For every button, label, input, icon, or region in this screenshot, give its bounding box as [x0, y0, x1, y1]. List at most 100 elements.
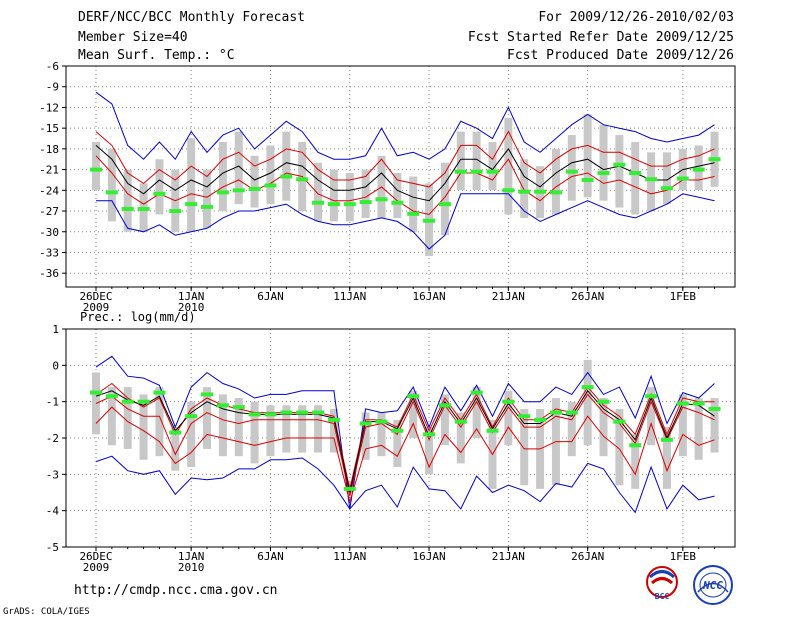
precip-xtick-label: 16JAN	[412, 550, 445, 563]
temp-median-mark	[581, 177, 594, 182]
precip-mean-line	[95, 389, 715, 493]
temp-xtick-year: 2010	[178, 301, 205, 314]
temp-median-mark	[613, 162, 626, 167]
temp-xtick-label: 6JAN	[257, 290, 284, 303]
precip-ytick-label: -5	[46, 541, 59, 554]
temp-spread-box	[504, 117, 513, 215]
precip-xtick-label: 11JAN	[333, 550, 366, 563]
precip-median-mark	[121, 399, 134, 404]
temp-median-mark	[676, 176, 689, 181]
temp-max-line	[95, 91, 715, 161]
precip-spread-box	[123, 387, 132, 449]
precip-median-mark	[518, 414, 531, 419]
precip-spread-box	[171, 427, 180, 471]
precip-xtick-label: 6JAN	[257, 550, 284, 563]
temp-spread-box	[551, 148, 560, 215]
temp-xtick-label: 1FEB	[670, 290, 697, 303]
precip-ytick-label: -1	[46, 396, 59, 409]
temp-ytick-label: -33	[39, 246, 59, 259]
temp-spread-box	[218, 141, 227, 212]
precip-median-mark	[201, 392, 214, 397]
precip-median-mark	[549, 410, 562, 415]
temp-median-mark	[137, 206, 150, 211]
temp-spread-box	[155, 159, 164, 215]
bcc-logo: BCC	[646, 566, 678, 601]
precip-lower-line	[95, 393, 715, 497]
temp-spread-box	[250, 155, 259, 208]
temp-median-mark	[470, 169, 483, 174]
precip-median-mark	[312, 410, 325, 415]
variable-label: Mean Surf. Temp.: °C	[78, 48, 235, 63]
precip-spread-box	[409, 390, 418, 438]
precip-spread-box	[282, 405, 291, 453]
bcc-logo-text: BCC	[655, 592, 670, 601]
precip-xtick-year: 2010	[178, 561, 205, 574]
temp-spread-box	[361, 169, 370, 218]
ncc-logo-text: NCC	[702, 579, 723, 592]
precip-spread-box	[425, 427, 434, 475]
temp-spread-box	[187, 138, 196, 232]
precip-median-mark	[375, 419, 388, 424]
temp-median-mark	[597, 171, 610, 176]
temp-median-mark	[185, 202, 198, 207]
precip-xtick-label: 1JAN	[178, 550, 205, 563]
precip-median-mark	[470, 390, 483, 395]
temp-ytick-label: -30	[39, 226, 59, 239]
precip-spread-box	[250, 401, 259, 464]
precip-median-mark	[407, 394, 420, 399]
precip-spread-box	[456, 412, 465, 464]
temp-xtick-year: 2009	[83, 301, 110, 314]
precip-median-mark	[708, 406, 721, 411]
temp-xtick-label: 26DEC	[79, 290, 112, 303]
precip-spread-box	[472, 387, 481, 438]
precip-spread-box	[615, 408, 624, 486]
temp-median-mark	[105, 190, 118, 195]
precip-spread-box	[377, 412, 386, 457]
temp-median-mark	[454, 169, 467, 174]
precip-spread-box	[314, 405, 323, 453]
temp-median-mark	[708, 157, 721, 162]
temp-median-mark	[549, 190, 562, 195]
precip-median-mark	[359, 421, 372, 426]
precip-median-mark	[153, 390, 166, 395]
precip-spread-box	[155, 387, 164, 457]
temp-xtick-label: 11JAN	[333, 290, 366, 303]
start-date: Fcst Started Refer Date 2009/12/25	[467, 30, 734, 45]
temp-spread-box	[599, 124, 608, 201]
temp-spread-box	[266, 145, 275, 205]
precip-min-line	[95, 455, 715, 514]
precip-median-mark	[660, 437, 673, 442]
temp-ytick-label: -18	[39, 143, 59, 156]
precip-xtick-year: 2009	[83, 561, 110, 574]
precip-spread-box	[393, 419, 402, 468]
temp-median-mark	[565, 169, 578, 174]
precip-median-mark	[264, 412, 277, 417]
temp-spread-box	[567, 135, 576, 201]
precip-median-mark	[280, 410, 293, 415]
precip-xtick-label: 21JAN	[492, 550, 525, 563]
temp-spread-box	[615, 135, 624, 208]
temp-median-mark	[296, 177, 309, 182]
precip-median-mark	[454, 419, 467, 424]
precip-median-mark	[645, 394, 658, 399]
precip-spread-box	[631, 434, 640, 489]
precip-xtick-label: 26JAN	[571, 550, 604, 563]
precip-spread-box	[329, 408, 338, 453]
temp-spread-box	[282, 131, 291, 201]
precip-spread-box	[583, 359, 592, 446]
grads-credit: GrADS: COLA/IGES	[3, 607, 90, 617]
precip-ytick-label: -3	[46, 468, 59, 481]
source-url[interactable]: http://cmdp.ncc.cma.gov.cn	[74, 583, 278, 598]
precip-median-mark	[692, 401, 705, 406]
precip-median-mark	[137, 399, 150, 404]
temp-spread-box	[647, 152, 656, 212]
temp-median-mark	[645, 177, 658, 182]
precip-median-mark	[613, 419, 626, 424]
temperature-panel: -6 -9 -12 -15 -18 -21 -24 -27 -30 -33 -36 26DEC2009…	[39, 60, 736, 314]
temp-spread-box	[234, 131, 243, 205]
temp-spread-box	[472, 131, 481, 191]
precip-spread-box	[694, 398, 703, 460]
precip-spread-box	[504, 390, 513, 446]
temp-median-mark	[248, 186, 261, 191]
precip-spread-box	[187, 401, 196, 468]
